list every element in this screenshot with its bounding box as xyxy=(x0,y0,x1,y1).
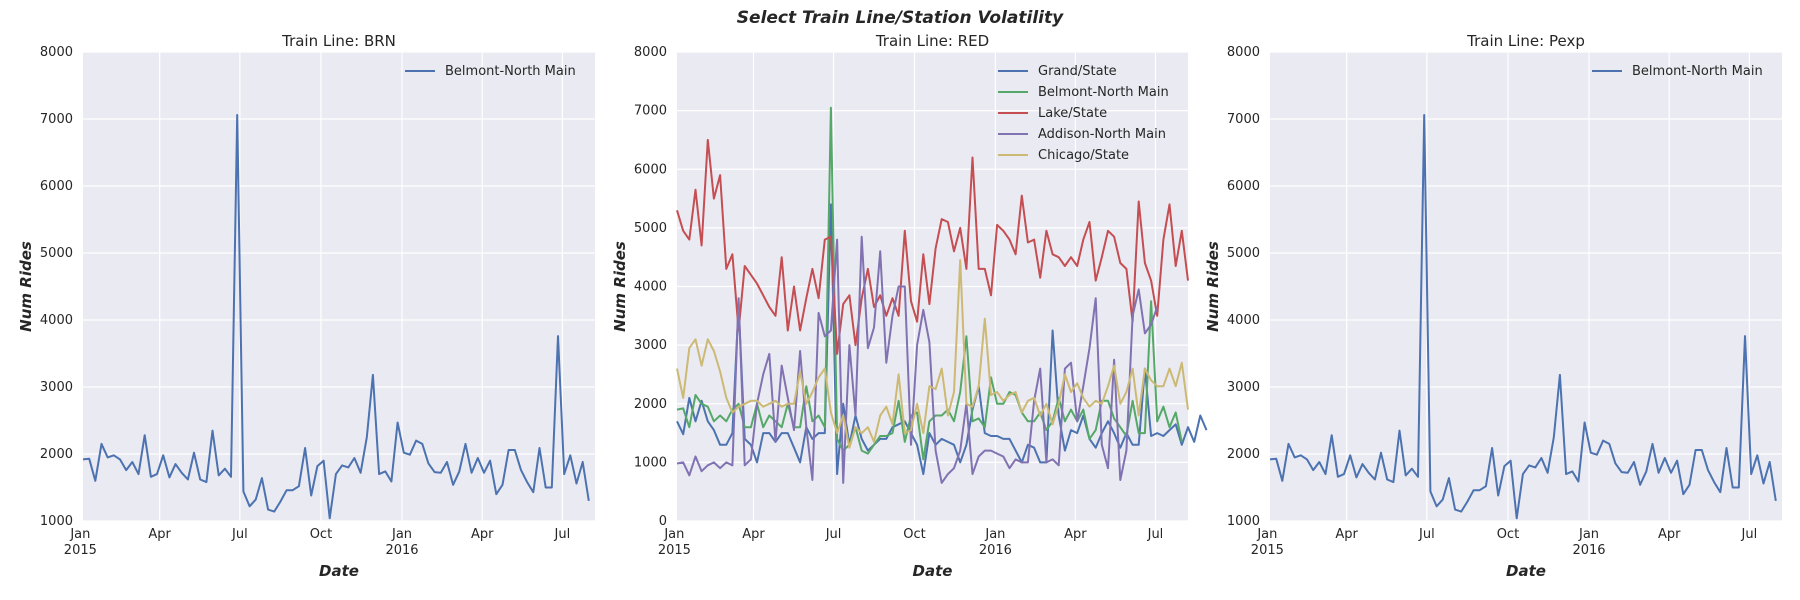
x-tick-label: Jul xyxy=(231,527,248,542)
x-tick-label: Apr xyxy=(471,527,494,542)
y-tick-label: 3000 xyxy=(40,380,73,395)
y-tick-label: 1000 xyxy=(40,514,73,529)
x-tick-label: Jul xyxy=(1741,527,1758,542)
x-tick-label: Apr xyxy=(1335,527,1358,542)
chart-panel-3: 10002000300040005000600070008000Jan2015A… xyxy=(1204,32,1782,580)
x-tick-label: Apr xyxy=(1064,527,1087,542)
x-tick-label: Jan xyxy=(1578,527,1599,542)
series-line-belmont-north-main xyxy=(1269,114,1777,520)
series-line-lake-state xyxy=(676,138,1189,355)
x-tick-label: Jan xyxy=(984,527,1005,542)
y-tick-label: 5000 xyxy=(1227,246,1260,261)
panel-title: Train Line: Pexp xyxy=(1466,32,1585,50)
x-axis-label: Date xyxy=(1506,562,1546,580)
y-tick-label: 5000 xyxy=(634,221,667,236)
x-tick-label: Oct xyxy=(1497,527,1519,542)
x-axis-label: Date xyxy=(913,562,953,580)
y-tick-label: 1000 xyxy=(634,455,667,470)
y-tick-label: 6000 xyxy=(634,162,667,177)
y-axis-label: Num Rides xyxy=(611,241,629,332)
x-tick-label: Oct xyxy=(310,527,332,542)
x-tick-label: Jul xyxy=(554,527,571,542)
x-tick-year-label: 2015 xyxy=(64,543,97,558)
y-tick-label: 3000 xyxy=(634,338,667,353)
y-tick-label: 2000 xyxy=(634,397,667,412)
series-line-chicago-state xyxy=(676,259,1189,449)
series-line-belmont-north-main xyxy=(676,106,1183,461)
x-tick-year-label: 2016 xyxy=(1572,543,1605,558)
legend-label: Belmont-North Main xyxy=(1038,85,1169,100)
y-tick-label: 8000 xyxy=(40,45,73,60)
x-tick-label: Jan xyxy=(1256,527,1277,542)
x-tick-year-label: 2016 xyxy=(385,543,418,558)
x-tick-label: Jul xyxy=(1418,527,1435,542)
series-line-addison-north-main xyxy=(676,235,1159,484)
panel-title: Train Line: BRN xyxy=(281,32,396,50)
chart-panel-2: 010002000300040005000600070008000Jan2015… xyxy=(611,32,1208,580)
y-tick-label: 2000 xyxy=(40,447,73,462)
x-tick-label: Apr xyxy=(1658,527,1681,542)
y-tick-label: 2000 xyxy=(1227,447,1260,462)
x-tick-label: Jan xyxy=(69,527,90,542)
legend-label: Grand/State xyxy=(1038,64,1117,79)
x-tick-label: Jul xyxy=(1147,527,1164,542)
legend-label: Lake/State xyxy=(1038,106,1107,121)
x-tick-year-label: 2015 xyxy=(658,543,691,558)
y-axis-label: Num Rides xyxy=(1204,241,1222,332)
x-axis-label: Date xyxy=(319,562,359,580)
y-tick-label: 5000 xyxy=(40,246,73,261)
chart-panel-1: 10002000300040005000600070008000Jan2015A… xyxy=(17,32,595,580)
panel-title: Train Line: RED xyxy=(875,32,989,50)
y-tick-label: 3000 xyxy=(1227,380,1260,395)
plot-area xyxy=(83,52,595,521)
y-tick-label: 7000 xyxy=(1227,112,1260,127)
x-tick-label: Apr xyxy=(742,527,765,542)
y-tick-label: 7000 xyxy=(634,104,667,119)
x-tick-label: Jul xyxy=(825,527,842,542)
legend: Grand/State Belmont-North Main Lake/State A… xyxy=(998,64,1169,163)
y-tick-label: 0 xyxy=(659,514,667,529)
x-tick-year-label: 2016 xyxy=(979,543,1012,558)
series-line-belmont-north-main xyxy=(82,114,590,520)
y-tick-label: 4000 xyxy=(634,280,667,295)
legend: Belmont-North Main xyxy=(1592,64,1763,79)
x-tick-label: Jan xyxy=(663,527,684,542)
y-tick-label: 1000 xyxy=(1227,514,1260,529)
x-tick-label: Jan xyxy=(391,527,412,542)
legend-label: Belmont-North Main xyxy=(1632,64,1763,79)
y-axis-label: Num Rides xyxy=(17,241,35,332)
legend-label: Belmont-North Main xyxy=(445,64,576,79)
legend: Belmont-North Main xyxy=(405,64,576,79)
plot-area xyxy=(1270,52,1782,521)
x-tick-year-label: 2015 xyxy=(1251,543,1284,558)
x-tick-label: Apr xyxy=(148,527,171,542)
x-tick-label: Oct xyxy=(903,527,925,542)
y-tick-label: 7000 xyxy=(40,112,73,127)
y-tick-label: 8000 xyxy=(634,45,667,60)
y-tick-label: 6000 xyxy=(1227,179,1260,194)
y-tick-label: 4000 xyxy=(40,313,73,328)
figure-title: Select Train Line/Station Volatility xyxy=(736,8,1064,28)
legend-label: Addison-North Main xyxy=(1038,127,1166,142)
y-tick-label: 8000 xyxy=(1227,45,1260,60)
legend-label: Chicago/State xyxy=(1038,148,1129,163)
y-tick-label: 6000 xyxy=(40,179,73,194)
y-tick-label: 4000 xyxy=(1227,313,1260,328)
